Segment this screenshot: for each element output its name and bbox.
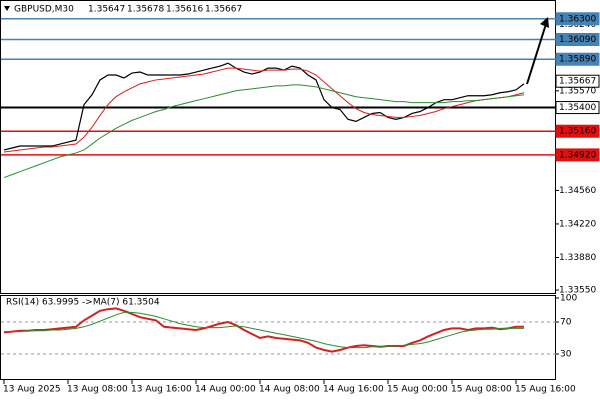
- x-tick-label: 15 Aug 08:00: [451, 385, 512, 395]
- y-tick-label: 1.34220: [559, 219, 596, 229]
- price-line: [3, 67, 525, 153]
- price-line: [3, 307, 524, 353]
- rsi-tick-label: 100: [560, 294, 577, 304]
- level-label: 1.36300: [559, 14, 596, 24]
- level-label-box: [555, 32, 600, 46]
- rsi-title: RSI(14) 63.9995 ->MA(7) 61.3504: [6, 298, 160, 308]
- level-label: 1.36090: [559, 35, 596, 45]
- x-tick-label: 15 Aug 16:00: [515, 385, 576, 395]
- current-price-box: [555, 74, 600, 88]
- level-label-box: [555, 12, 600, 26]
- collapse-marker: [4, 6, 10, 11]
- level-label-box: [555, 148, 600, 162]
- forecast-arrowhead: [540, 17, 549, 28]
- level-label: 1.35160: [559, 127, 596, 137]
- main-panel: [0, 0, 556, 294]
- price-line: [4, 311, 524, 349]
- ohlc-value: 1.35647: [88, 5, 125, 15]
- x-tick-label: 13 Aug 2025: [3, 385, 61, 395]
- level-label-box: [555, 52, 600, 66]
- x-tick-label: 14 Aug 08:00: [259, 385, 320, 395]
- symbol: GBPUSD,M30: [14, 5, 74, 15]
- x-tick-label: 13 Aug 08:00: [67, 385, 128, 395]
- y-tick-label: 1.33550: [559, 286, 596, 296]
- x-tick-label: 14 Aug 00:00: [195, 385, 256, 395]
- ohlc-value: 1.35616: [166, 5, 203, 15]
- forecast-arrow: [526, 23, 547, 85]
- rsi-tick-label: 30: [560, 350, 572, 360]
- rsi-tick-label: 70: [560, 318, 572, 328]
- level-label-box: [555, 124, 600, 138]
- ohlc-value: 1.35678: [127, 5, 164, 15]
- x-tick-label: 15 Aug 00:00: [387, 385, 448, 395]
- level-label: 1.35890: [559, 55, 596, 65]
- y-tick-label: 1.33880: [559, 253, 596, 263]
- level-label: 1.34920: [559, 150, 596, 160]
- plot-layer: 1.356471.356781.356161.356671.362401.355…: [1, 5, 600, 395]
- x-tick-label: 14 Aug 16:00: [323, 385, 384, 395]
- y-tick-label: 1.35570: [559, 86, 596, 96]
- x-tick-label: 13 Aug 16:00: [131, 385, 192, 395]
- ohlc-value: 1.35667: [205, 5, 242, 15]
- current-price-label: 1.35667: [559, 77, 596, 87]
- price-line: [3, 84, 525, 179]
- level-label-box: [555, 101, 600, 115]
- level-label: 1.35400: [559, 103, 596, 113]
- y-tick-label: 1.34560: [559, 186, 596, 196]
